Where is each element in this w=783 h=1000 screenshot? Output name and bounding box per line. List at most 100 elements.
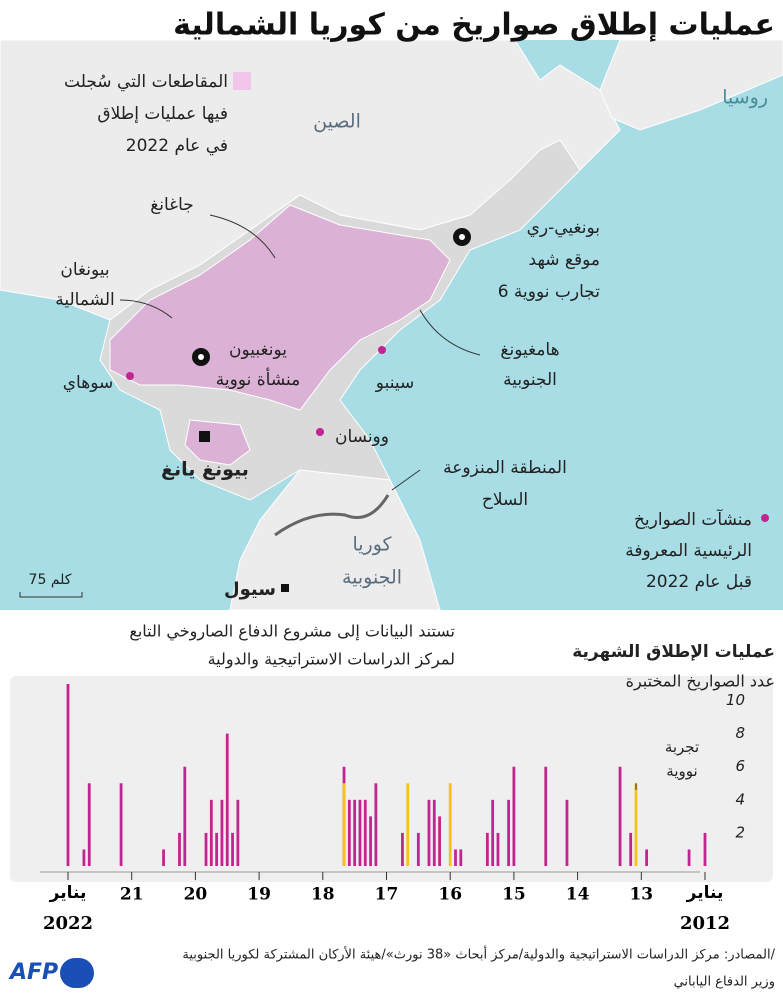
y-tick-label: 2 [735,823,745,841]
bar [687,849,691,866]
city-marker [281,584,289,592]
bar [236,799,240,866]
legend-swatch [233,72,251,90]
bar [512,766,516,866]
bar [703,832,707,866]
russia-land [599,39,783,131]
site-label: منشأة نووية [216,367,300,390]
site-dot [378,346,386,354]
bar [496,832,500,866]
x-tick-label: 21 [120,885,144,905]
site-label: موقع شهد [529,250,600,270]
site-dot [316,428,324,436]
bar [618,766,622,866]
legend-text: قبل عام 2022 [646,572,752,592]
site-label: يونغبيون [229,340,287,360]
x-tick-label: يناير [686,883,724,903]
bar [427,799,431,866]
bar [491,799,495,866]
hamgyong-pointer [419,309,481,356]
dmz-pointer [391,469,421,491]
pyongan-pointer [119,299,173,319]
bar [162,849,165,866]
province-label: الجنوبية [503,370,557,390]
bar [225,733,229,866]
legend-text: في عام 2022 [126,136,228,156]
bar [204,832,208,866]
bar [119,783,123,866]
bar [82,849,86,866]
site-dot [126,372,134,380]
x-tick-label: 2012 [680,913,730,934]
annotation: تجربة نووية [664,738,700,780]
sources: وزير الدفاع الياباني [674,975,775,990]
site-label: سينبو [375,373,414,393]
bar [432,799,436,866]
y-tick-label: 10 [726,691,745,709]
chart-subtitle: عدد الصواريخ المختبرة [626,672,775,692]
zone-label: المنطقة المنزوعة [443,458,567,478]
chart-background [10,676,773,882]
nuclear-icon [192,348,210,366]
bar [406,783,410,866]
x-tick-label: 14 [566,885,590,905]
scale-bar [19,592,83,598]
site-dot [761,514,769,522]
bar [209,799,213,866]
y-tick-label: 8 [735,724,745,742]
bar [454,849,457,866]
x-tick-label: 13 [629,885,653,905]
bar [347,799,351,866]
country-label: كوريا [352,534,392,556]
nuclear-icon [453,228,471,246]
bar [183,766,187,866]
bar [401,832,404,866]
country-label: الجنوبية [342,567,402,589]
country-label: الصين [313,111,361,133]
bar [353,799,357,866]
x-tick-label: 15 [502,885,526,905]
province-label: بيونغان [60,260,109,280]
south-korea-land [229,469,441,611]
country-label: روسيا [722,87,768,109]
bar [459,849,463,866]
bar [416,832,420,866]
bar [363,799,367,866]
legend-text: فيها عمليات إطلاق [97,104,228,124]
legend-text: منشآت الصواريخ [634,508,752,530]
legend-text: الرئيسية المعروفة [625,541,752,561]
province-label: هامغيونغ [500,340,559,360]
city-label: بيونغ يانغ [161,459,249,481]
bar [629,832,633,866]
chart-note: تستند البيانات إلى مشروع الدفاع الصاروخي… [129,622,455,642]
x-tick-label: 19 [247,885,271,905]
bar [358,799,362,866]
logo-circle [60,958,94,988]
province-label: الشمالية [55,290,115,310]
y-tick-label: 6 [735,757,745,775]
scale-label: 75 كلم [29,572,72,588]
bar [634,783,638,866]
bar [645,849,649,866]
x-tick-label: يناير [49,883,87,903]
site-label: سوهاي [63,373,113,393]
province-label: جاغانغ [150,195,194,215]
bar [87,783,91,866]
city-label: سيول [224,579,276,600]
site-label: بونغيي-ري [527,218,600,238]
site-label: 6 تجارب نووية [498,282,601,302]
x-tick-label: 2022 [43,913,93,934]
bar [438,816,441,866]
bar [220,799,224,866]
bar [374,783,378,866]
x-tick-label: 20 [184,885,208,905]
site-label: وونسان [335,427,389,447]
chart-note: لمركز الدراسات الاستراتيجية والدولية [208,650,455,670]
dmz-line [274,494,390,537]
bar [369,816,372,866]
bar [342,783,346,866]
bar [565,799,569,866]
chart-title: عمليات الإطلاق الشهرية [572,642,775,662]
